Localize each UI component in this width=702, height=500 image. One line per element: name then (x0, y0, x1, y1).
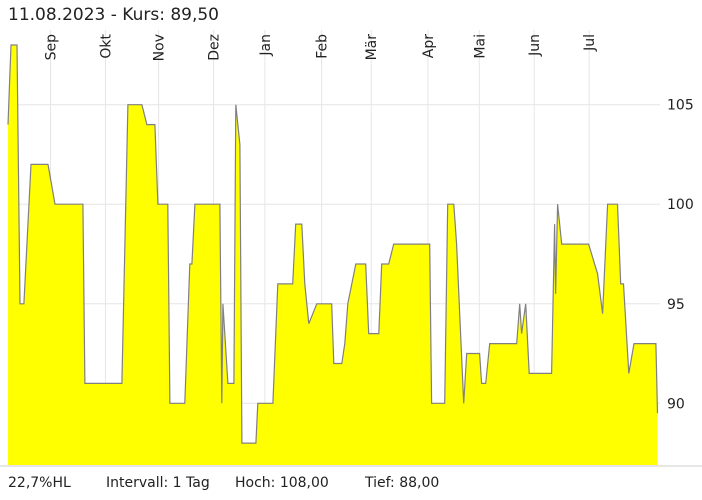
y-tick-label: 90 (667, 396, 685, 412)
x-tick-label: Feb (315, 34, 331, 59)
y-tick-label: 95 (667, 297, 685, 313)
y-tick-label: 100 (667, 197, 694, 213)
y-tick-label: 105 (667, 98, 694, 114)
footer-text: Intervall: 1 Tag (106, 475, 210, 491)
x-tick-label: Dez (207, 34, 223, 61)
x-tick-label: Jan (258, 34, 274, 57)
footer-text: 22,7%HL (8, 475, 71, 491)
x-tick-label: Jul (582, 34, 598, 52)
x-tick-label: Nov (152, 34, 168, 61)
x-tick-label: Mai (472, 34, 488, 59)
chart-title: 11.08.2023 - Kurs: 89,50 (8, 5, 219, 25)
x-tick-label: Jun (527, 34, 543, 57)
footer-text: Hoch: 108,00 (235, 475, 329, 491)
x-tick-label: Sep (44, 34, 60, 61)
x-tick-label: Okt (98, 33, 114, 58)
footer-text: Tief: 88,00 (364, 475, 439, 491)
x-tick-label: Apr (421, 34, 437, 58)
x-tick-label: Mär (364, 34, 380, 61)
area-line (7, 44, 659, 444)
area-fill (8, 45, 658, 465)
